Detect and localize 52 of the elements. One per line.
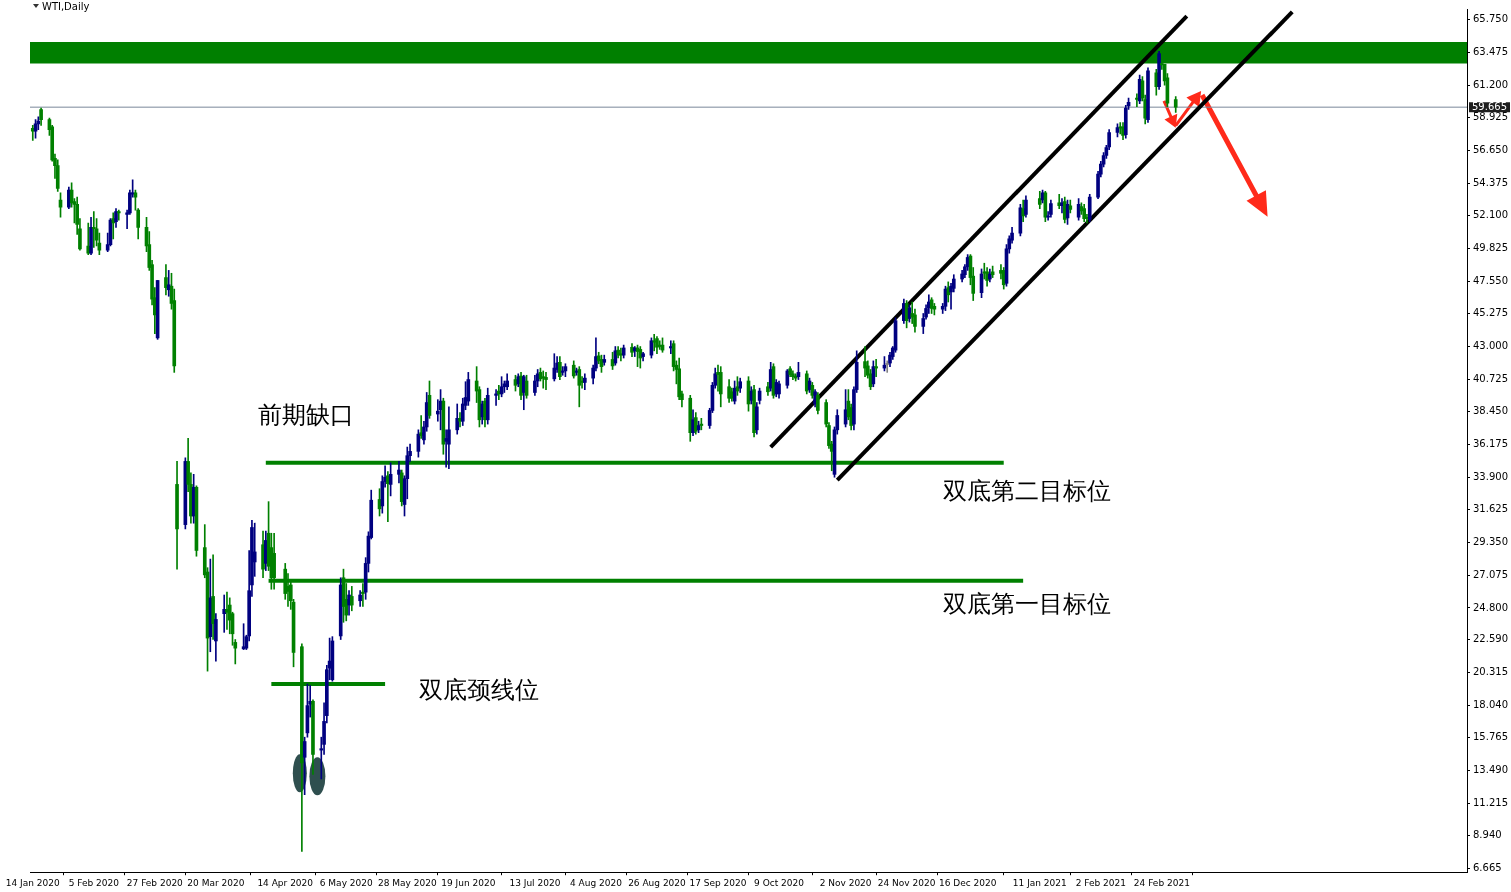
y-tick-label: 22.590: [1473, 633, 1509, 645]
y-tick-label: 33.900: [1473, 470, 1509, 482]
ref-line-label: 59.665: [1472, 100, 1508, 112]
y-tick-label: 63.475: [1473, 46, 1509, 58]
x-tick-label: 24 Nov 2020: [877, 877, 936, 888]
y-tick-label: 45.275: [1473, 307, 1509, 319]
y-tick-label: 18.040: [1473, 698, 1509, 710]
annotation: 前期缺口: [257, 401, 354, 431]
y-tick-label: 29.350: [1473, 536, 1509, 548]
y-tick-label: 27.075: [1473, 568, 1509, 580]
y-tick-label: 52.100: [1473, 209, 1509, 221]
y-tick-label: 47.550: [1473, 274, 1509, 286]
y-tick-label: 56.650: [1473, 144, 1509, 156]
y-tick-label: 24.800: [1473, 601, 1509, 613]
y-tick-label: 40.725: [1473, 372, 1509, 384]
x-tick-label: 26 Aug 2020: [628, 877, 687, 888]
y-tick-label: 38.450: [1473, 405, 1509, 417]
x-tick-label: 4 Aug 2020: [569, 877, 623, 888]
x-tick-label: 14 Jan 2020: [5, 877, 61, 888]
y-tick-label: 13.490: [1473, 763, 1509, 775]
x-tick-label: 28 May 2020: [377, 877, 437, 888]
x-tick-label: 27 Feb 2020: [126, 877, 184, 888]
y-tick-label: 36.175: [1473, 438, 1509, 450]
y-tick-label: 54.375: [1473, 176, 1509, 188]
x-tick-label: 5 Feb 2020: [68, 877, 120, 888]
x-tick-label: 2 Feb 2021: [1075, 877, 1126, 888]
annotation: 双底颈线位: [418, 676, 539, 706]
annotation: 双底第一目标位: [943, 590, 1112, 620]
y-tick-label: 49.825: [1473, 242, 1509, 254]
x-tick-label: 17 Sep 2020: [689, 877, 747, 888]
x-tick-label: 24 Feb 2021: [1133, 877, 1190, 888]
x-tick-label: 14 Apr 2020: [257, 877, 314, 888]
y-tick-label: 58.925: [1473, 111, 1509, 123]
x-tick-label: 19 Jun 2020: [441, 877, 496, 888]
x-tick-label: 13 Jul 2020: [509, 877, 561, 888]
y-tick-label: 65.750: [1473, 13, 1509, 25]
chart-title: WTI,Daily: [42, 1, 90, 12]
y-tick-label: 43.000: [1473, 340, 1509, 352]
x-tick-label: 11 Jan 2021: [1012, 877, 1067, 888]
y-tick-label: 8.940: [1473, 829, 1502, 841]
annotation: 双底第二目标位: [943, 476, 1112, 506]
x-tick-label: 6 May 2020: [319, 877, 373, 888]
y-tick-label: 15.765: [1473, 731, 1509, 743]
y-tick-label: 20.315: [1473, 665, 1509, 677]
x-tick-label: 2 Nov 2020: [819, 877, 872, 888]
x-tick-label: 16 Dec 2020: [938, 877, 997, 888]
x-tick-label: 20 Mar 2020: [187, 877, 245, 888]
y-tick-label: 31.625: [1473, 503, 1509, 515]
y-tick-label: 11.215: [1473, 796, 1509, 808]
y-tick-label: 61.200: [1473, 78, 1509, 90]
x-tick-label: 9 Oct 2020: [754, 877, 805, 888]
y-tick-label: 6.665: [1473, 861, 1502, 873]
